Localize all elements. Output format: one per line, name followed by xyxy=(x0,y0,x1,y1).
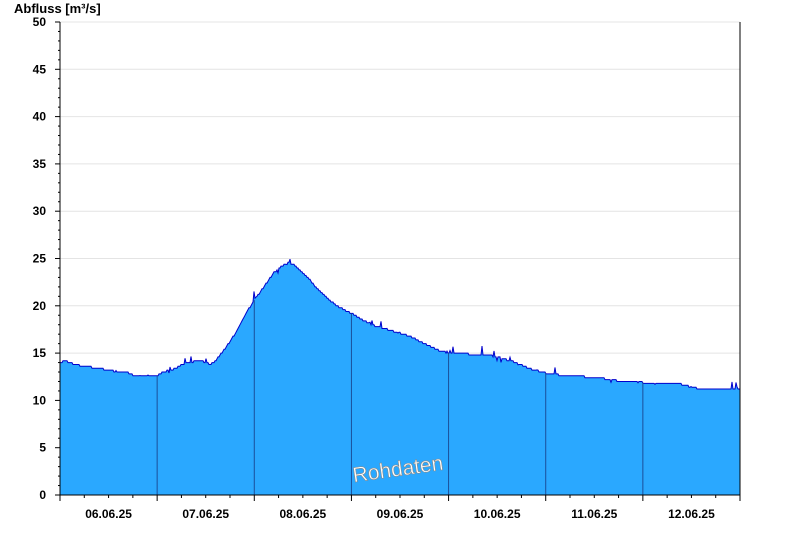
x-tick-label: 06.06.25 xyxy=(85,507,132,521)
y-tick-label: 20 xyxy=(33,299,47,313)
y-tick-label: 35 xyxy=(33,157,47,171)
x-tick-label: 10.06.25 xyxy=(474,507,521,521)
day-separators xyxy=(156,300,644,495)
y-tick-label: 45 xyxy=(33,62,47,76)
y-axis-label: Abfluss [m³/s] xyxy=(14,1,101,16)
y-tick-label: 40 xyxy=(33,110,47,124)
x-ticks: 06.06.25 07.06.25 08.06.25 09.06.25 10.06.25… xyxy=(59,495,741,521)
x-tick-label: 11.06.25 xyxy=(571,507,617,521)
discharge-area xyxy=(60,259,740,495)
y-tick-label: 50 xyxy=(33,15,47,29)
x-tick-label: 08.06.25 xyxy=(279,507,326,521)
x-tick-label: 09.06.25 xyxy=(377,507,424,521)
y-ticks: 0 5 10 15 20 25 30 35 40 45 50 xyxy=(33,15,60,502)
y-tick-label: 10 xyxy=(33,393,47,407)
y-tick-label: 30 xyxy=(33,204,47,218)
y-tick-label: 5 xyxy=(39,441,46,455)
y-tick-label: 15 xyxy=(33,346,47,360)
y-tick-label: 0 xyxy=(39,488,46,502)
x-tick-label: 12.06.25 xyxy=(668,507,715,521)
x-tick-label: 07.06.25 xyxy=(182,507,229,521)
y-tick-label: 25 xyxy=(33,252,47,266)
discharge-line xyxy=(60,258,740,390)
